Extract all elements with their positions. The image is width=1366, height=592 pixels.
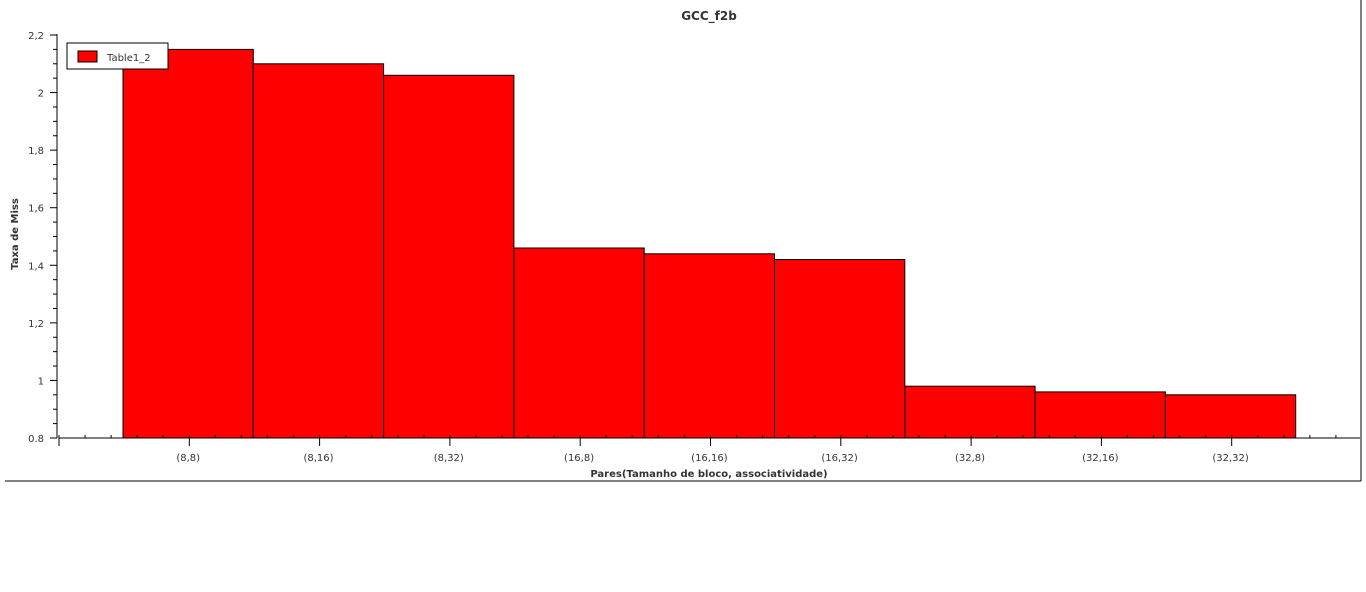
axes-layer: 0.8 1 1,2 1,4 1,6 1,8 2 2,2 (8,8) (8,16) (8,32) (16…	[5, 0, 1362, 482]
y-tick-label: 2,2	[28, 31, 44, 42]
bar	[1034, 391, 1166, 439]
legend: Table1_2	[66, 42, 169, 70]
x-tick-label: (32,8)	[955, 453, 985, 464]
x-tick-label: (8,16)	[303, 453, 333, 464]
x-tick-label: (8,8)	[176, 453, 200, 464]
bar	[774, 259, 906, 439]
x-tick-label: (32,16)	[1082, 453, 1119, 464]
x-tick-label: (16,16)	[691, 453, 728, 464]
bar	[383, 74, 515, 439]
bar	[513, 247, 645, 439]
bar	[643, 253, 776, 439]
y-tick-label: 1,4	[28, 261, 44, 272]
legend-label: Table1_2	[106, 53, 151, 64]
y-axis-label: Taxa de Miss	[10, 198, 21, 270]
bar	[252, 63, 385, 439]
bar	[1164, 394, 1297, 439]
y-tick-label: 0.8	[28, 434, 44, 445]
x-tick-label: (8,32)	[434, 453, 464, 464]
x-axis-label: Pares(Tamanho de bloco, associatividade)	[590, 469, 827, 480]
bar	[904, 385, 1036, 439]
y-tick-label: 1	[38, 376, 44, 387]
legend-swatch	[77, 50, 98, 63]
chart-title: GCC_f2b	[681, 9, 737, 24]
bar	[122, 48, 254, 439]
x-tick-label: (32,32)	[1212, 453, 1249, 464]
y-tick-label: 1,6	[28, 204, 44, 215]
y-tick-label: 2	[38, 89, 44, 100]
x-tick-label: (16,32)	[821, 453, 858, 464]
y-tick-label: 1,2	[28, 319, 44, 330]
bars-layer	[122, 48, 1297, 439]
x-tick-label: (16,8)	[564, 453, 594, 464]
y-tick-label: 1,8	[28, 146, 44, 157]
